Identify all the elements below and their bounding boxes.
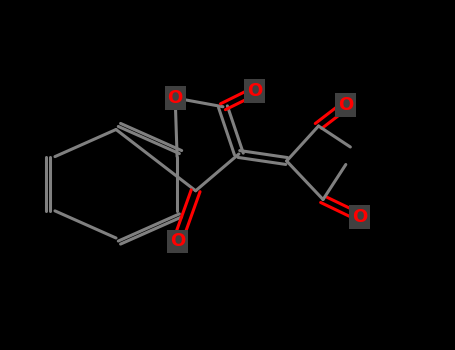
Text: O: O <box>247 82 263 100</box>
Text: O: O <box>338 96 354 114</box>
Text: O: O <box>170 232 185 251</box>
Text: O: O <box>167 89 183 107</box>
Text: O: O <box>352 208 367 226</box>
